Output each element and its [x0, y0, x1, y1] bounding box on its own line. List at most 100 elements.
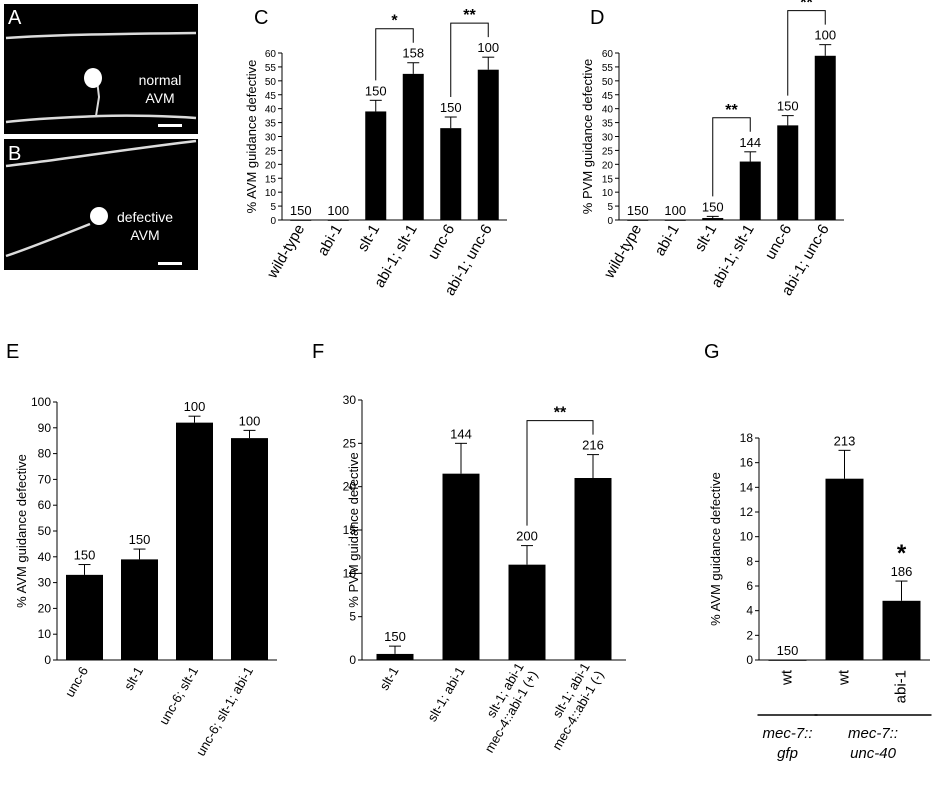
micrograph-a: A normal AVM [4, 4, 198, 134]
category-label-e: unc-6; slt-1 [156, 664, 201, 727]
y-tick-label-g: 8 [746, 554, 753, 568]
n-label-c: 150 [290, 203, 312, 218]
y-tick-label-g: 16 [740, 456, 754, 470]
n-label-c: 100 [477, 40, 499, 55]
bar-e [231, 438, 268, 660]
y-axis-label-g: % AVM guidance defective [708, 472, 723, 626]
category-label-g: abi-1 [893, 670, 910, 703]
category-label-line-e: slt-1 [121, 664, 146, 693]
y-tick-label-f: 15 [343, 523, 357, 537]
panel-letter-e: E [6, 341, 19, 363]
significance-bracket-c [450, 22, 489, 98]
y-tick-label-d: 10 [602, 188, 614, 199]
y-tick-label-d: 0 [607, 216, 613, 227]
y-tick-label-g: 12 [740, 505, 754, 519]
y-tick-label-d: 50 [602, 77, 614, 88]
y-tick-label-c: 30 [265, 133, 277, 144]
y-tick-label-e: 100 [31, 395, 51, 409]
bar-d [739, 161, 761, 220]
y-tick-label-f: 10 [343, 566, 357, 580]
n-label-c: 150 [440, 100, 462, 115]
y-tick-label-d: 5 [607, 202, 613, 213]
chart-d: D 0 5 10 15 20 25 30 35 40 45 50 55 60 % PVM guidance … [580, 0, 844, 299]
significance-label-c: * [391, 13, 398, 30]
panel-letter-f: F [312, 341, 324, 363]
category-label-g: wt [836, 669, 853, 686]
category-label-line-c: wild-type [263, 222, 308, 283]
group-label-line1-g: mec-7:: [762, 725, 812, 742]
y-tick-label-e: 30 [38, 576, 52, 590]
y-tick-label-c: 20 [265, 160, 277, 171]
y-tick-label-f: 25 [343, 436, 357, 450]
n-label-c: 100 [327, 203, 349, 218]
group-label-line2-g: gfp [777, 745, 798, 762]
category-label-d: unc-6 [762, 222, 795, 263]
bar-c [402, 73, 424, 220]
category-label-line-g: abi-1 [893, 670, 910, 703]
y-tick-label-c: 10 [265, 188, 277, 199]
micrograph-b-label-2: AVM [130, 227, 159, 243]
category-label-line-g: wt [779, 669, 796, 686]
y-tick-label-g: 14 [740, 480, 754, 494]
n-label-c: 150 [365, 83, 387, 98]
category-label-c: unc-6 [425, 222, 458, 263]
category-label-line-d: unc-6 [762, 222, 795, 263]
n-label-d: 100 [814, 28, 836, 43]
y-tick-label-c: 60 [265, 49, 277, 60]
significance-bracket-f [526, 420, 594, 526]
category-label-c: wild-type [263, 222, 308, 283]
y-tick-label-e: 50 [38, 524, 52, 538]
category-label-c: slt-1 [354, 222, 383, 255]
significance-label-d: ** [800, 0, 813, 12]
n-label-g: 150 [777, 643, 799, 658]
category-label-f: slt-1 [376, 664, 401, 693]
y-tick-label-f: 20 [343, 480, 357, 494]
y-tick-label-d: 30 [602, 133, 614, 144]
category-label-line-e: unc-6; slt-1; abi-1 [193, 664, 256, 758]
group-label-line2-g: unc-40 [850, 745, 897, 762]
panel-letter-a: A [8, 7, 22, 29]
panel-letter-b: B [8, 143, 21, 165]
n-label-f: 144 [450, 426, 472, 441]
category-label-line-c: unc-6 [425, 222, 458, 263]
n-label-f: 200 [516, 529, 538, 544]
y-tick-label-d: 15 [602, 174, 614, 185]
n-label-e: 150 [129, 532, 151, 547]
significance-bracket-d [787, 10, 826, 96]
n-label-e: 100 [239, 413, 261, 428]
n-label-d: 150 [627, 203, 649, 218]
bar-g [882, 600, 921, 660]
panel-letter-c: C [254, 7, 268, 29]
category-label-line-f: slt-1; abi-1 [424, 664, 467, 724]
bar-d [702, 218, 724, 220]
chart-e: E 0 10 20 30 40 50 60 70 80 90 100 % AVM guidance de… [6, 341, 277, 758]
significance-bracket-c [375, 28, 414, 81]
category-label-d: abi-1 [651, 222, 682, 259]
significance-label-d: ** [725, 102, 738, 119]
significance-label-c: ** [463, 7, 476, 24]
y-tick-label-d: 55 [602, 63, 614, 74]
bar-f [508, 564, 546, 660]
panel-letter-g: G [704, 341, 720, 363]
y-tick-label-g: 4 [746, 604, 753, 618]
y-tick-label-d: 35 [602, 119, 614, 130]
n-label-d: 144 [739, 135, 761, 150]
chart-c: C 0 5 10 15 20 25 30 35 40 45 50 55 60 % AVM guidance … [244, 7, 507, 299]
category-label-f: slt-1; abi-1mec-4::abi-1 (-) [535, 660, 606, 752]
y-tick-label-c: 40 [265, 105, 277, 116]
category-label-d: wild-type [600, 222, 645, 283]
y-tick-label-d: 20 [602, 160, 614, 171]
category-label-e: unc-6; slt-1; abi-1 [193, 664, 256, 758]
y-tick-label-g: 10 [740, 530, 754, 544]
significance-star-g: * [897, 540, 907, 567]
y-tick-label-d: 40 [602, 105, 614, 116]
y-tick-label-c: 55 [265, 63, 277, 74]
bar-c [477, 69, 499, 220]
micrograph-b-label-1: defective [117, 209, 173, 225]
bar-e [66, 574, 103, 660]
y-tick-label-c: 25 [265, 146, 277, 157]
n-label-d: 150 [777, 99, 799, 114]
y-tick-label-e: 70 [38, 472, 52, 486]
category-label-e: unc-6 [62, 664, 91, 700]
category-label-f: slt-1; abi-1mec-4::abi-1 (+) [468, 660, 541, 755]
